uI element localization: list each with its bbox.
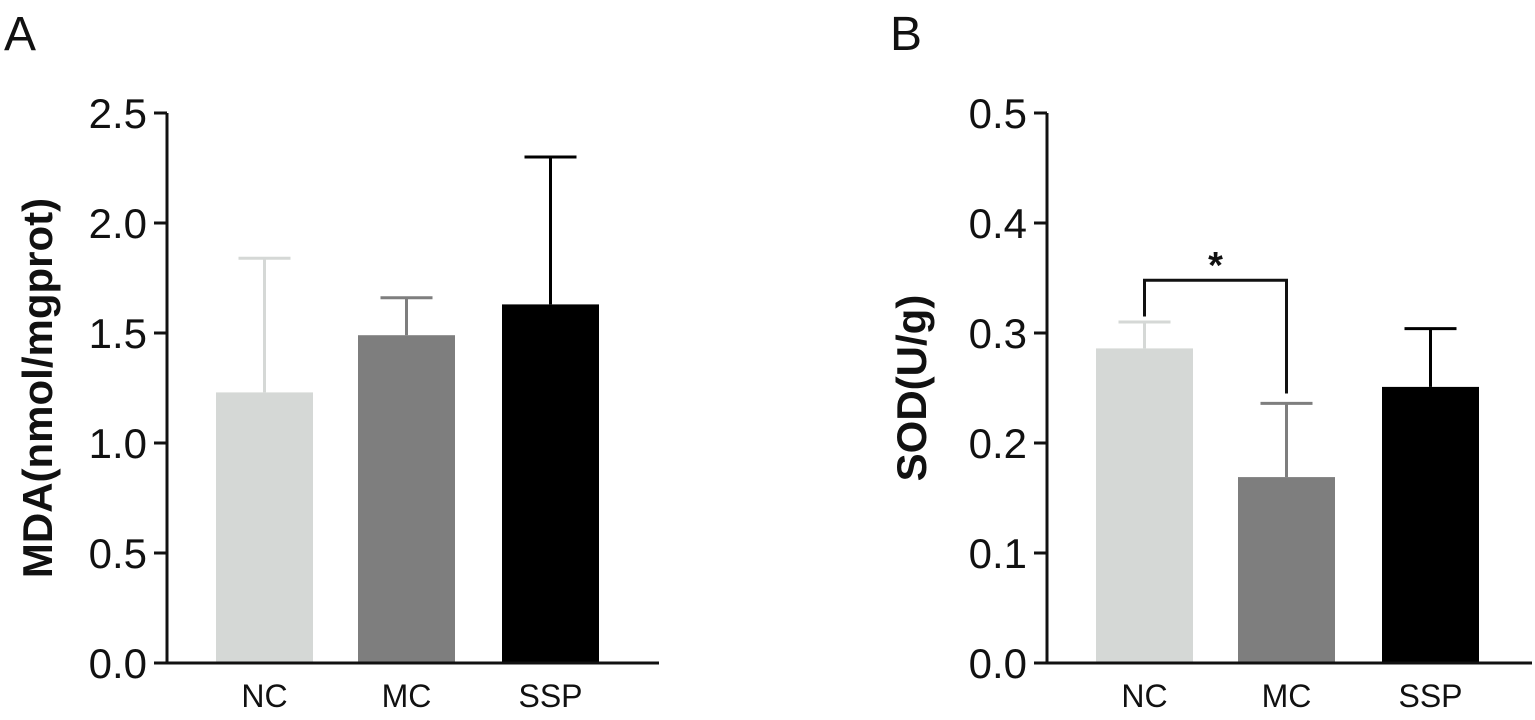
y-tick-label: 0.1	[969, 530, 1027, 577]
panel-a-bars	[216, 304, 599, 663]
y-tick-label: 1.5	[89, 310, 147, 357]
panel-b-x-labels: NC MC SSP	[1121, 678, 1462, 714]
panel-a-chart: A MDA(nmol/mgprot) 0.0 0.5 1.0 1.5 2.0 2.5 NC…	[4, 8, 659, 714]
y-tick-label: 2.5	[89, 90, 147, 137]
y-tick-label: 0.5	[969, 90, 1027, 137]
bar-ssp	[502, 304, 599, 663]
y-tick-label: 0.2	[969, 420, 1027, 467]
y-tick-label: 0.4	[969, 200, 1027, 247]
panel-b-chart: B SOD(U/g) 0.0 0.1 0.2 0.3 0.4 0.5 NC MC SSP *	[888, 8, 1532, 714]
panel-a-y-ticks: 0.0 0.5 1.0 1.5 2.0 2.5	[89, 90, 167, 687]
panel-b-letter: B	[890, 8, 922, 61]
x-category-label: SSP	[1398, 678, 1462, 714]
panel-b-bars	[1096, 348, 1479, 663]
panel-b-y-ticks: 0.0 0.1 0.2 0.3 0.4 0.5	[969, 90, 1047, 687]
x-category-label: MC	[1262, 678, 1312, 714]
y-tick-label: 0.5	[89, 530, 147, 577]
y-tick-label: 0.0	[89, 640, 147, 687]
x-category-label: NC	[1121, 678, 1167, 714]
panel-a-letter: A	[4, 8, 36, 61]
y-tick-label: 1.0	[89, 420, 147, 467]
bar-nc	[216, 392, 313, 663]
panel-a-y-axis-title: MDA(nmol/mgprot)	[14, 198, 61, 578]
x-category-label: SSP	[518, 678, 582, 714]
significance-star: *	[1208, 245, 1223, 287]
significance-bracket	[1143, 278, 1288, 394]
bar-nc	[1096, 348, 1193, 663]
panel-b-error-bars	[1118, 320, 1457, 478]
y-tick-label: 0.3	[969, 310, 1027, 357]
x-category-label: MC	[382, 678, 432, 714]
panel-a-x-labels: NC MC SSP	[241, 678, 582, 714]
panel-b-significance: *	[1143, 245, 1288, 394]
y-tick-label: 2.0	[89, 200, 147, 247]
panel-b-y-axis-title: SOD(U/g)	[888, 295, 935, 482]
x-category-label: NC	[241, 678, 287, 714]
panel-a-error-bars	[238, 155, 577, 393]
bar-mc	[1238, 477, 1335, 663]
bar-mc	[358, 335, 455, 663]
y-tick-label: 0.0	[969, 640, 1027, 687]
bar-ssp	[1382, 386, 1479, 663]
